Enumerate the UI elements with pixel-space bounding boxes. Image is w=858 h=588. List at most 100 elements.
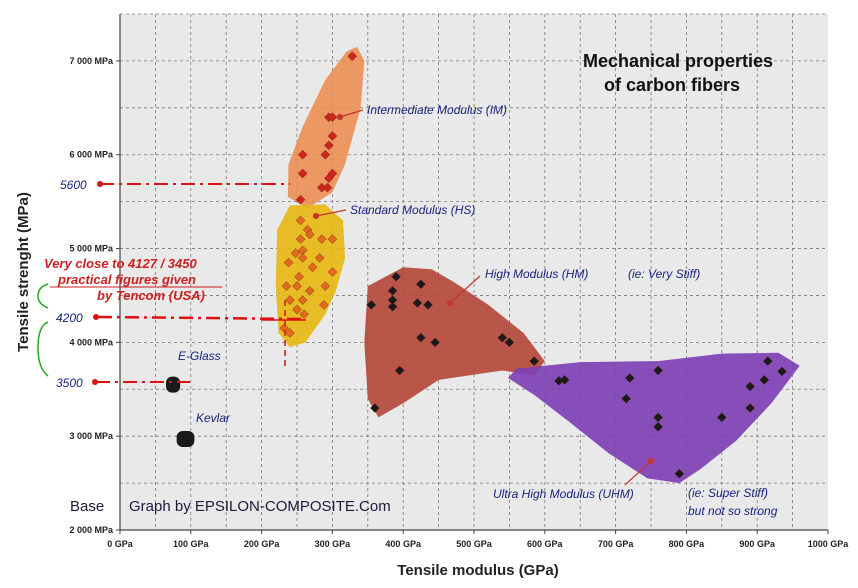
- uhm-point: [717, 412, 727, 423]
- x-tick-label: 600 GPa: [527, 539, 564, 549]
- ref-value-4200: 4200: [56, 311, 83, 325]
- hm-point: [504, 337, 515, 348]
- x-tick-label: 800 GPa: [669, 539, 706, 549]
- uhm-point: [777, 366, 787, 377]
- uhm-point: [745, 381, 755, 392]
- im-point: [297, 149, 308, 160]
- uhm-point: [559, 375, 570, 385]
- hm-point: [366, 300, 377, 310]
- hs-point: [314, 253, 325, 263]
- label-hm-note: (ie: Very Stiff): [628, 267, 700, 281]
- hm-point: [416, 332, 426, 343]
- hs-point: [307, 262, 318, 273]
- ref-value-5600: 5600: [60, 178, 87, 192]
- label-kevlar: Kevlar: [196, 411, 231, 425]
- im-point: [295, 194, 306, 205]
- hs-point: [285, 295, 295, 305]
- im-point: [297, 168, 308, 179]
- x-tick-label: 900 GPa: [739, 539, 776, 549]
- hs-point: [283, 257, 294, 268]
- label-eglass: E-Glass: [178, 349, 221, 363]
- hs-point: [295, 215, 306, 226]
- label-uhm: Ultra High Modulus (UHM): [493, 487, 634, 501]
- hm-point: [391, 271, 401, 282]
- hs-point: [327, 234, 338, 244]
- hm-point: [416, 279, 426, 289]
- uhm-point: [624, 373, 635, 383]
- uhm-point: [653, 412, 663, 423]
- label-im: Intermediate Modulus (IM): [367, 103, 507, 117]
- axes: 0 GPa 100 GPa 200 GPa 300 GPa 400 GPa 500 GPa…: [69, 14, 849, 549]
- reference-lines: [96, 183, 306, 383]
- label-hm: High Modulus (HM): [485, 267, 588, 281]
- hm-point: [387, 295, 398, 305]
- im-point: [324, 173, 334, 183]
- hs-point: [297, 295, 308, 305]
- x-tick-label: 500 GPa: [456, 539, 493, 549]
- chart-title-line-1: Mechanical properties: [583, 51, 773, 71]
- y-tick-label: 2 000 MPa: [69, 525, 114, 535]
- kevlar-bar: [176, 430, 195, 447]
- hs-point: [292, 281, 302, 291]
- hs-point: [292, 304, 302, 315]
- x-tick-label: 0 GPa: [107, 539, 134, 549]
- region-hm: [364, 267, 545, 418]
- uhm-point: [759, 375, 770, 385]
- hs-point: [327, 267, 338, 277]
- hm-point: [394, 365, 405, 376]
- label-uhm-note-2: but not so strong: [688, 504, 778, 518]
- im-point: [327, 131, 338, 141]
- hs-point: [304, 229, 315, 240]
- uhm-point: [653, 365, 663, 376]
- hs-point: [281, 281, 292, 291]
- hs-point: [285, 328, 295, 338]
- region-hs: [275, 204, 346, 348]
- annotation-line-2: practical figures given: [57, 272, 196, 287]
- x-tick-label: 100 GPa: [173, 539, 210, 549]
- green-bracket: [37, 283, 49, 377]
- hm-point: [430, 337, 440, 348]
- hm-point: [412, 298, 423, 308]
- label-leaders: [312, 109, 655, 486]
- im-point: [327, 112, 338, 122]
- x-axis-title: Tensile modulus (GPa): [397, 562, 558, 579]
- hs-point: [320, 281, 331, 291]
- hm-point: [387, 301, 398, 312]
- chart-title-line-2: of carbon fibers: [604, 75, 740, 95]
- region-im: [287, 46, 365, 209]
- im-point: [320, 149, 331, 160]
- y-tick-label: 3 000 MPa: [69, 431, 114, 441]
- uhm-point: [653, 422, 663, 432]
- hs-point: [294, 271, 304, 282]
- uhm-point: [621, 393, 632, 404]
- x-tick-label: 1000 GPa: [808, 539, 850, 549]
- y-tick-label: 4 000 MPa: [69, 337, 114, 347]
- uhm-point: [674, 468, 685, 479]
- hs-point: [316, 234, 327, 244]
- ref-value-3500: 3500: [56, 376, 83, 390]
- hm-point: [370, 403, 380, 413]
- im-point: [324, 140, 334, 151]
- hs-point: [299, 309, 309, 320]
- data-points: [166, 51, 787, 479]
- x-tick-label: 400 GPa: [385, 539, 422, 549]
- y-tick-label: 6 000 MPa: [69, 150, 114, 160]
- hm-point: [423, 300, 433, 310]
- hs-point: [319, 300, 329, 310]
- y-tick-label: 5 000 MPa: [69, 244, 114, 254]
- annotation-line-1: Very close to 4127 / 3450: [44, 256, 198, 271]
- ref-dot-5600: [97, 181, 103, 187]
- annotation-line-3: by Tencom (USA): [97, 288, 205, 303]
- ref-dot-4200: [93, 314, 99, 320]
- hs-point: [290, 248, 301, 259]
- hs-point: [295, 234, 306, 244]
- x-tick-label: 200 GPa: [244, 539, 281, 549]
- uhm-point: [745, 403, 755, 413]
- ref-dot-3500: [92, 379, 98, 385]
- hs-point: [297, 253, 308, 263]
- im-point: [322, 182, 333, 193]
- hm-point: [387, 285, 398, 296]
- hs-point: [304, 285, 315, 296]
- label-uhm-note-1: (ie: Super Stiff): [688, 486, 768, 500]
